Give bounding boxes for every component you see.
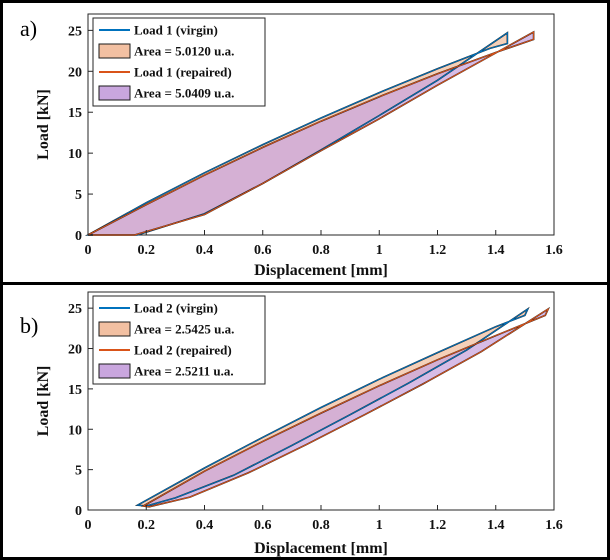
x-tick-label: 1.2 <box>429 243 447 258</box>
area-fill-2 <box>143 309 549 507</box>
x-tick-label: 0.2 <box>138 243 156 258</box>
panel-label: b) <box>20 313 38 338</box>
y-tick-label: 0 <box>75 229 82 244</box>
x-tick-label: 0 <box>85 518 92 533</box>
y-tick-label: 10 <box>68 423 82 438</box>
x-tick-label: 0.8 <box>312 518 330 533</box>
panel-label: a) <box>20 16 37 41</box>
x-tick-label: 1.2 <box>429 518 447 533</box>
panel-b: 0 0.2 0.4 0.6 0.8 1 1.2 1.4 1.6 0 5 10 15 20 25 Displac… <box>20 291 563 557</box>
x-tick-label: 0.6 <box>254 243 272 258</box>
y-axis-label: Load [kN] <box>35 366 52 437</box>
x-tick-label: 1 <box>376 243 383 258</box>
y-tick-label: 5 <box>75 188 82 203</box>
x-tick-label: 0.4 <box>196 243 214 258</box>
y-tick-label: 15 <box>68 106 82 121</box>
area-fill-2 <box>88 32 534 235</box>
series-line-2 <box>87 31 535 236</box>
legend-area-swatch <box>98 363 131 379</box>
x-tick-label: 0.2 <box>138 518 156 533</box>
x-tick-label: 0.6 <box>254 518 272 533</box>
y-tick-label: 25 <box>68 302 82 317</box>
panel-a: 0 0.2 0.4 0.6 0.8 1 1.2 1.4 1.6 0 5 10 15 20 25 Displac… <box>20 13 563 279</box>
x-tick-label: 1 <box>376 518 383 533</box>
y-tick-label: 20 <box>68 65 82 80</box>
x-tick-label: 1.6 <box>545 243 563 258</box>
legend-area-swatch <box>98 321 131 337</box>
y-tick-label: 10 <box>68 147 82 162</box>
legend-entry: Area = 5.0409 u.a. <box>134 86 234 101</box>
x-axis-label: Displacement [mm] <box>254 262 388 279</box>
series-line-1 <box>135 307 529 507</box>
legend-entry: Load 2 (virgin) <box>134 301 218 316</box>
y-tick-label: 15 <box>68 383 82 398</box>
legend-entry: Load 1 (virgin) <box>134 23 218 38</box>
y-tick-label: 25 <box>68 24 82 39</box>
x-tick-label: 1.6 <box>545 518 563 533</box>
x-tick-label: 0.8 <box>312 243 330 258</box>
legend-entry: Area = 2.5211 u.a. <box>134 364 234 379</box>
y-tick-label: 0 <box>75 504 82 519</box>
legend-entry: Load 2 (repaired) <box>134 343 232 358</box>
series-line-2 <box>141 307 550 508</box>
x-axis-label: Displacement [mm] <box>254 540 388 557</box>
y-tick-label: 20 <box>68 343 82 358</box>
y-axis-label: Load [kN] <box>35 89 52 160</box>
y-tick-label: 5 <box>75 464 82 479</box>
legend-entry: Area = 2.5425 u.a. <box>134 322 234 337</box>
x-tick-label: 0 <box>85 243 92 258</box>
x-tick-label: 0.4 <box>196 518 214 533</box>
x-tick-label: 1.4 <box>487 518 505 533</box>
legend-entry: Load 1 (repaired) <box>134 65 232 80</box>
legend-area-swatch <box>98 43 131 59</box>
legend-entry: Area = 5.0120 u.a. <box>134 44 234 59</box>
legend-area-swatch <box>98 85 131 101</box>
x-tick-label: 1.4 <box>487 243 505 258</box>
